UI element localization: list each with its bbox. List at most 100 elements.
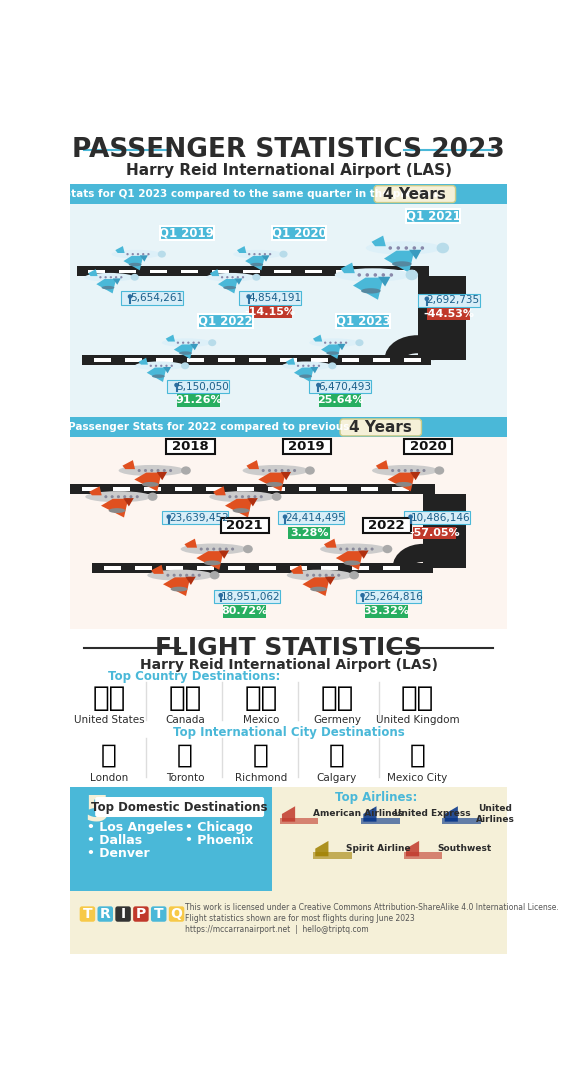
Bar [274,269,291,273]
Circle shape [144,468,147,472]
Polygon shape [410,472,421,480]
Text: PASSENGER STATISTICS 2023: PASSENGER STATISTICS 2023 [72,137,505,163]
Ellipse shape [206,273,256,282]
Ellipse shape [109,508,126,513]
Bar [93,358,111,362]
Text: 🏙️: 🏙️ [177,743,193,769]
Bar [404,852,443,859]
Bar [361,818,400,824]
Circle shape [287,468,290,472]
Polygon shape [376,460,388,470]
Polygon shape [378,277,391,286]
Bar [70,891,507,954]
Ellipse shape [272,492,282,501]
Bar [383,566,400,570]
Ellipse shape [327,352,339,355]
Ellipse shape [279,251,288,257]
Ellipse shape [320,544,386,554]
Bar [443,818,481,824]
Text: Q1 2021: Q1 2021 [406,209,461,222]
Ellipse shape [299,374,312,378]
Polygon shape [280,472,291,480]
Bar [150,269,167,273]
Bar [319,394,361,406]
Bar [70,129,507,184]
Text: Q1 2019: Q1 2019 [159,226,214,239]
Circle shape [268,468,271,472]
Circle shape [306,574,309,577]
Bar [373,358,390,362]
Ellipse shape [395,482,412,487]
Text: P: P [136,907,146,921]
Bar [311,358,328,362]
Text: Q1 2020: Q1 2020 [271,226,327,239]
Ellipse shape [142,482,159,487]
Circle shape [346,548,348,551]
Bar [70,417,507,437]
Polygon shape [135,473,162,491]
Text: Southwest: Southwest [437,844,491,853]
Circle shape [297,364,299,367]
Bar [299,488,316,491]
Circle shape [179,574,182,577]
Ellipse shape [181,544,247,554]
Ellipse shape [405,270,418,280]
FancyBboxPatch shape [115,906,131,922]
Circle shape [138,468,141,472]
Circle shape [253,253,256,255]
Bar [88,269,105,273]
Ellipse shape [233,250,283,258]
Circle shape [142,253,144,255]
Circle shape [262,468,265,472]
Ellipse shape [243,545,253,553]
Polygon shape [423,494,466,567]
Circle shape [319,574,321,577]
Text: 33.32%: 33.32% [364,607,409,616]
Text: Germeny: Germeny [313,715,361,725]
Polygon shape [174,344,194,359]
Circle shape [236,277,239,279]
Circle shape [167,515,171,519]
Bar [155,358,173,362]
Circle shape [253,495,257,498]
Text: T: T [154,907,163,921]
Bar [186,358,204,362]
Circle shape [422,468,426,472]
Circle shape [360,593,365,597]
Bar [218,358,235,362]
Ellipse shape [158,251,166,257]
Bar [336,314,391,328]
Text: Mexico City: Mexico City [387,773,448,783]
Circle shape [229,495,231,498]
Text: 🇬🇧: 🇬🇧 [401,684,434,713]
Polygon shape [247,498,258,506]
Circle shape [373,273,377,277]
Polygon shape [258,473,285,491]
Text: 91.26%: 91.26% [175,396,222,405]
Circle shape [302,364,305,367]
Text: Q: Q [171,907,182,921]
Polygon shape [96,279,116,294]
Text: 24,414,495: 24,414,495 [285,513,345,523]
Text: American Airlines: American Airlines [313,809,403,818]
Ellipse shape [305,466,315,475]
Polygon shape [88,269,97,277]
Circle shape [258,253,261,255]
Ellipse shape [148,569,213,581]
Bar [278,511,344,524]
Ellipse shape [328,362,337,369]
Bar [249,306,292,318]
Circle shape [280,468,284,472]
Circle shape [352,548,355,551]
Bar [181,269,198,273]
Circle shape [104,495,108,498]
Ellipse shape [101,286,114,289]
Bar [120,292,183,304]
Bar [356,590,422,602]
Ellipse shape [152,374,165,378]
Circle shape [269,253,271,255]
Text: 3.28%: 3.28% [290,527,328,538]
Circle shape [231,548,234,551]
Text: 2021: 2021 [226,519,263,532]
Text: 4,854,191: 4,854,191 [248,293,302,303]
